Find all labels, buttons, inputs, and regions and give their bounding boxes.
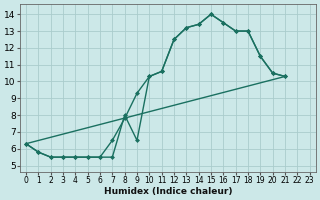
X-axis label: Humidex (Indice chaleur): Humidex (Indice chaleur) (104, 187, 232, 196)
